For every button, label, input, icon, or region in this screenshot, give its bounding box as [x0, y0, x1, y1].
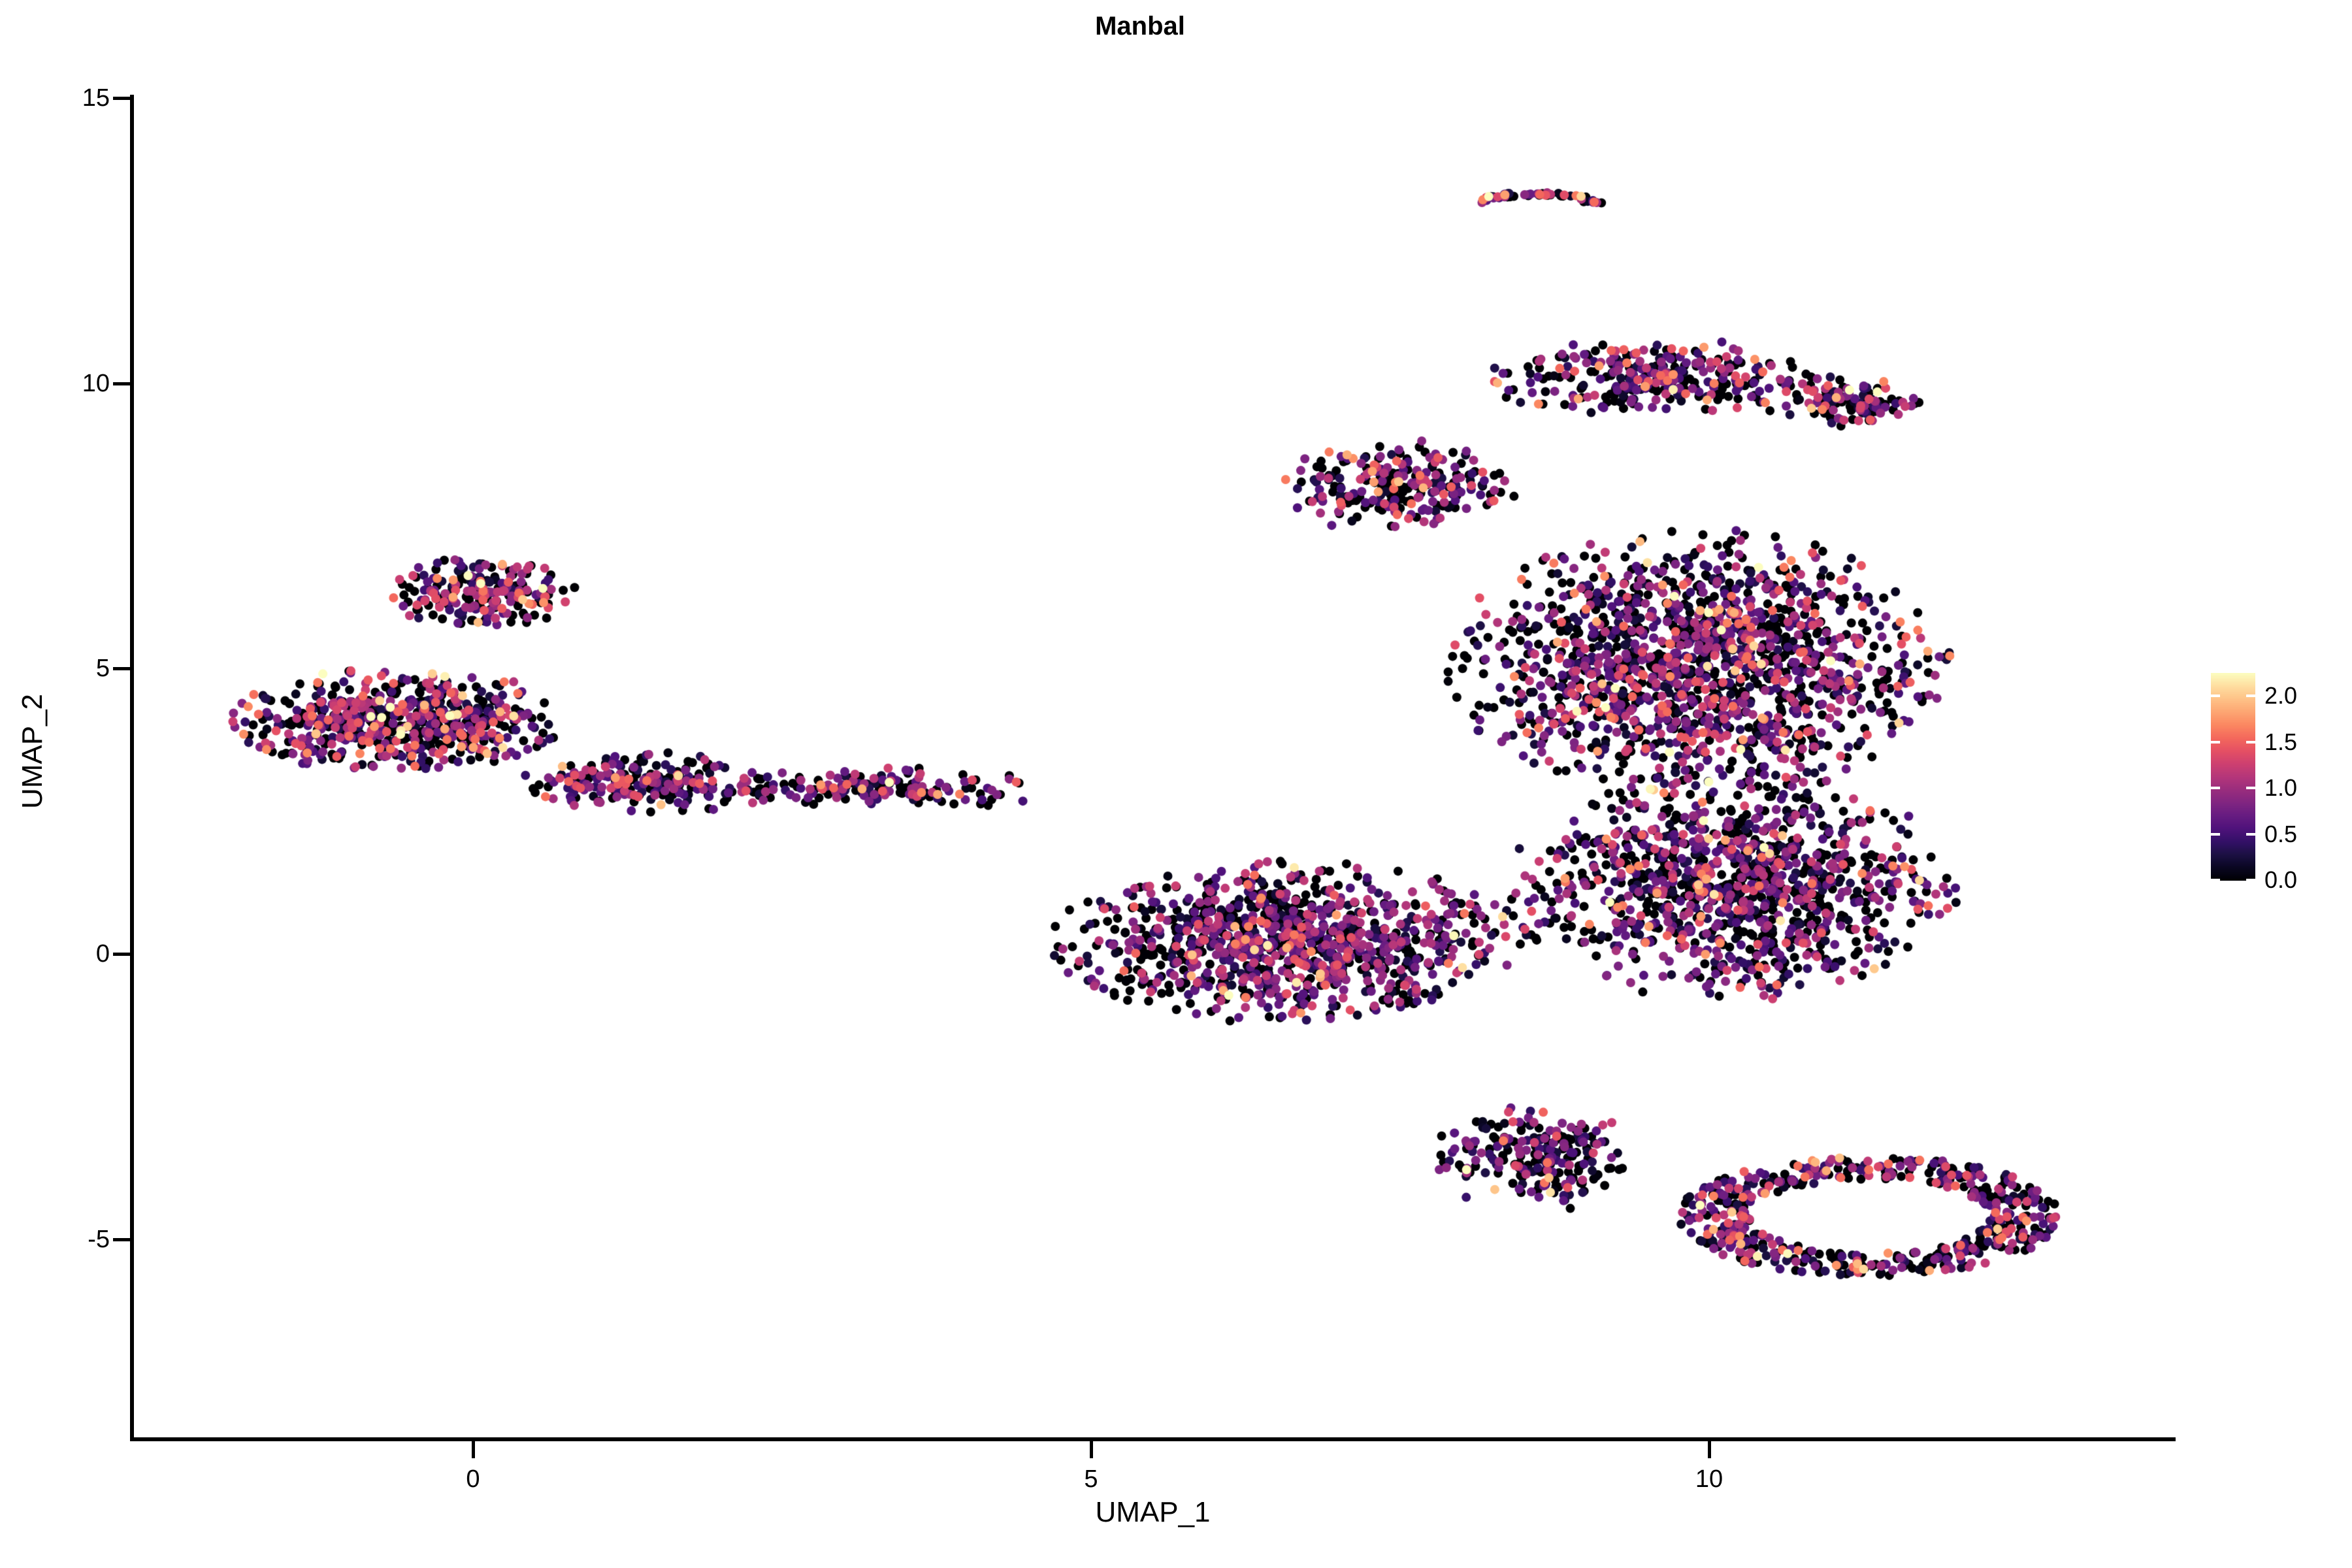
y-tick-mark — [113, 382, 130, 385]
y-tick-label: -5 — [88, 1225, 110, 1253]
plot-panel — [134, 95, 2176, 1439]
x-axis-line — [130, 1437, 2176, 1441]
legend-tick-label: 1.0 — [2264, 774, 2298, 802]
x-tick-mark — [1708, 1441, 1711, 1458]
y-tick-label: 10 — [82, 369, 110, 397]
x-tick-label: 0 — [466, 1465, 480, 1493]
legend-tick-label: 0.0 — [2264, 866, 2298, 893]
color-legend: 2.0 1.5 1.0 0.5 0.0 — [2211, 673, 2342, 893]
legend-tick-label: 0.5 — [2264, 820, 2298, 847]
x-tick-mark — [472, 1441, 475, 1458]
y-tick-mark — [113, 97, 130, 100]
x-axis-title: UMAP_1 — [1095, 1496, 1211, 1528]
legend-tick-mark — [2211, 879, 2220, 881]
y-axis-title: UMAP_2 — [16, 693, 48, 809]
y-tick-mark — [113, 1237, 130, 1241]
y-tick-label: 5 — [95, 655, 110, 683]
legend-colorbar — [2211, 673, 2255, 881]
scatter-points-layer — [134, 95, 2176, 1439]
legend-tick-mark — [2246, 694, 2255, 698]
legend-tick-mark — [2211, 832, 2220, 836]
page-title: Manbal — [1095, 11, 1185, 41]
legend-tick-mark — [2211, 740, 2220, 743]
legend-tick-label: 2.0 — [2264, 682, 2298, 710]
legend-tick-mark — [2211, 787, 2220, 790]
x-tick-label: 5 — [1084, 1465, 1098, 1493]
legend-tick-mark — [2246, 879, 2255, 881]
y-tick-mark — [113, 667, 130, 671]
legend-tick-mark — [2211, 694, 2220, 698]
x-tick-label: 10 — [1695, 1465, 1723, 1493]
legend-tick-label: 1.5 — [2264, 728, 2298, 755]
y-tick-label: 0 — [95, 940, 110, 968]
y-tick-label: 15 — [82, 84, 110, 112]
legend-tick-mark — [2246, 740, 2255, 743]
legend-tick-mark — [2246, 832, 2255, 836]
y-tick-mark — [113, 953, 130, 956]
legend-tick-mark — [2246, 787, 2255, 790]
x-tick-mark — [1090, 1441, 1093, 1458]
y-axis-line — [130, 95, 134, 1441]
